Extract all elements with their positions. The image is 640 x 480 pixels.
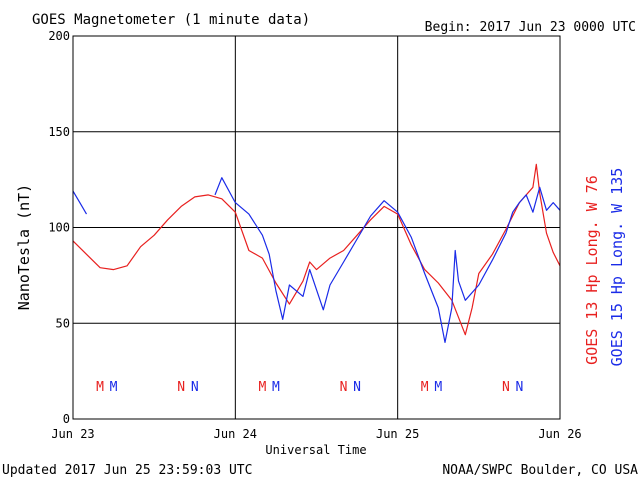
marker-m: M	[421, 380, 429, 395]
marker-n: N	[191, 380, 199, 395]
x-tick-label: Jun 25	[376, 427, 419, 441]
y-tick-label: 0	[63, 412, 70, 426]
x-axis-label: Universal Time	[265, 443, 366, 457]
marker-n: N	[502, 380, 510, 395]
marker-n: N	[516, 380, 524, 395]
series-line-goes15	[72, 177, 561, 343]
y-tick-label: 150	[48, 125, 70, 139]
begin-label: Begin: 2017 Jun 23 0000 UTC	[425, 20, 636, 35]
axes: 0 50 100 150 200 Jun 23 Jun 24 Jun 25 Jun 26	[48, 29, 581, 441]
marker-n: N	[340, 380, 348, 395]
y-tick-label: 200	[48, 29, 70, 43]
grid-lines	[73, 36, 560, 419]
marker-m: M	[434, 380, 442, 395]
marker-m: M	[96, 380, 104, 395]
plot-frame	[72, 35, 561, 420]
marker-n: N	[353, 380, 361, 395]
footer-updated: Updated 2017 Jun 25 23:59:03 UTC	[2, 463, 252, 478]
marker-n: N	[177, 380, 185, 395]
x-tick-label: Jun 26	[538, 427, 581, 441]
chart-title: GOES Magnetometer (1 minute data)	[32, 12, 310, 28]
x-tick-label: Jun 24	[214, 427, 257, 441]
noon-midnight-markers: M N M N M NM N M N M N	[96, 380, 523, 395]
marker-m: M	[258, 380, 266, 395]
legend-goes15: GOES 15 Hp Long. W 135	[608, 168, 626, 367]
marker-m: M	[110, 380, 118, 395]
y-axis-label: NanoTesla (nT)	[15, 184, 33, 310]
x-tick-label: Jun 23	[51, 427, 94, 441]
y-tick-label: 50	[56, 316, 70, 330]
legend-goes13: GOES 13 Hp Long. W 76	[583, 175, 601, 365]
marker-m: M	[272, 380, 280, 395]
footer-source: NOAA/SWPC Boulder, CO USA	[442, 463, 638, 478]
series-layer	[72, 163, 561, 343]
y-tick-label: 100	[48, 221, 70, 235]
